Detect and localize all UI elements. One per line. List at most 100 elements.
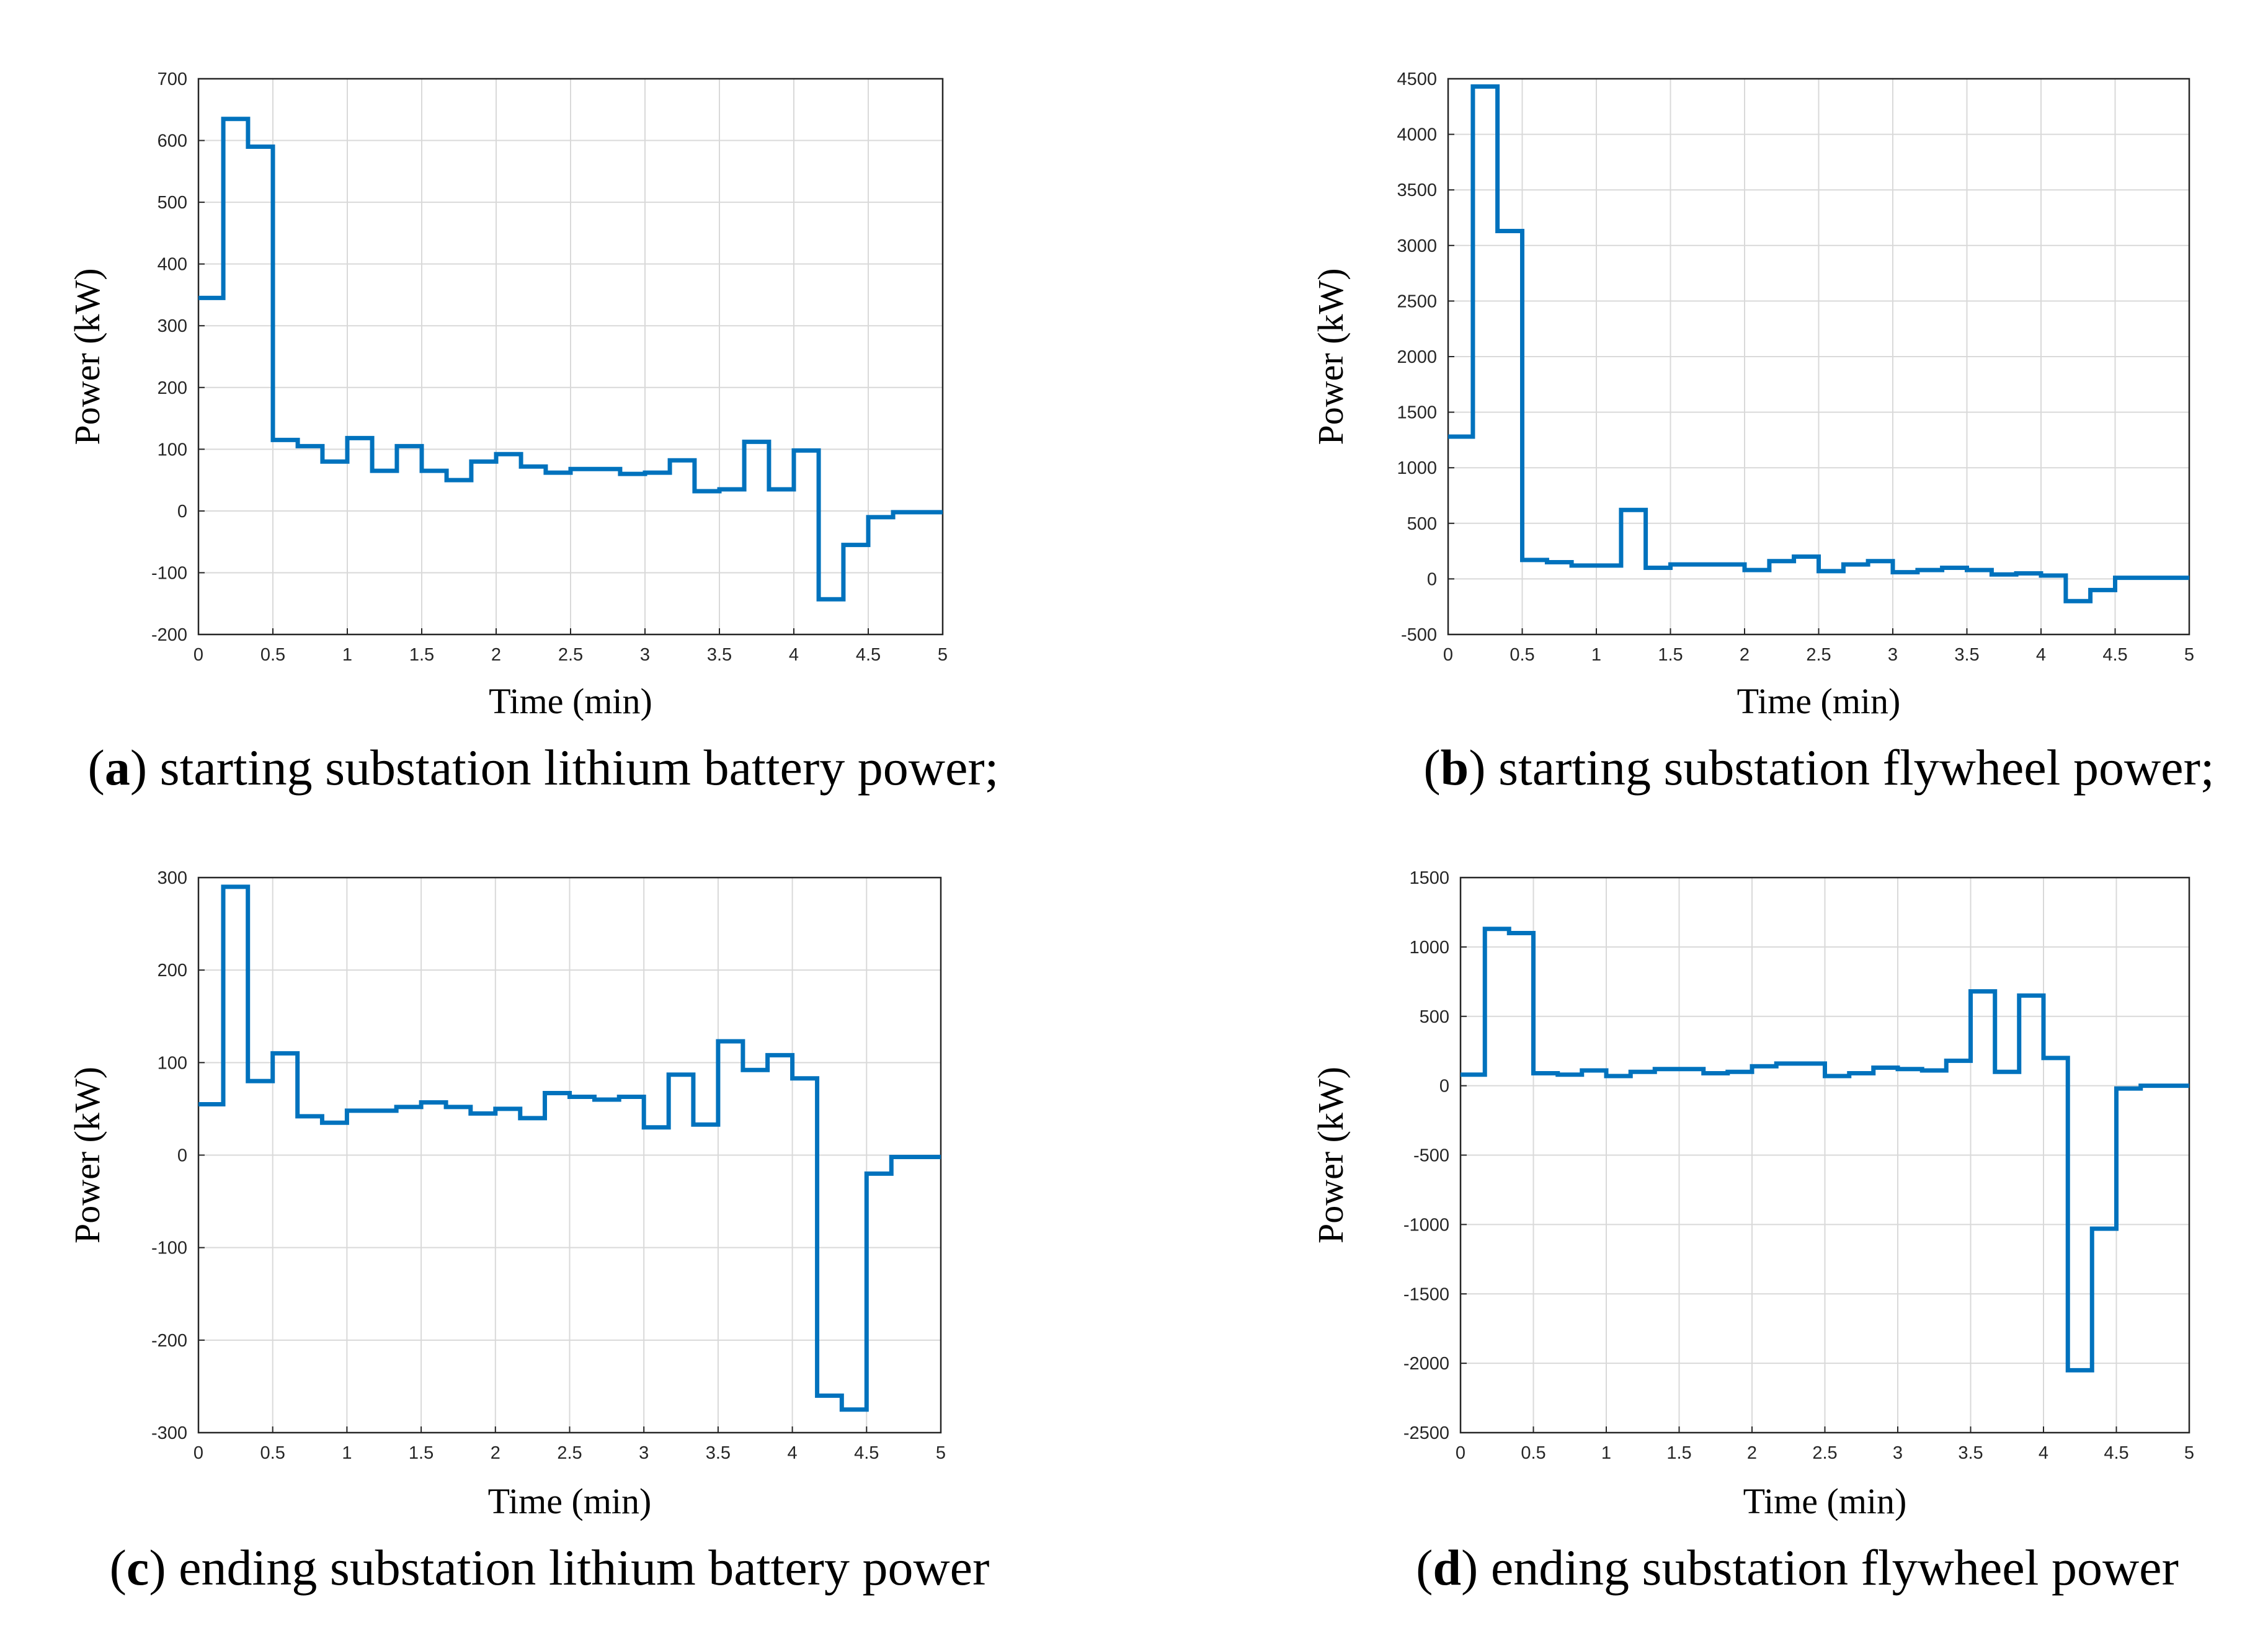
caption-close-paren: ): [1469, 739, 1498, 796]
power-series-line: [198, 884, 941, 1412]
panel-c-lithium-battery-ending: 0 0.5 1 1.5 2 2.5 3 3.5 4 4.5 5 -300 -200 -100 0 100 200…: [67, 868, 989, 1596]
panel-a-lithium-battery-starting: 0 0.5 1 1.5 2 2.5 3 3.5 4 4.5 5 -200 -100 0 100 200 300 4…: [67, 69, 998, 796]
y-tick-label: 3000: [1397, 236, 1437, 256]
power-series-line: [198, 117, 943, 602]
x-tick-label: 0.5: [1521, 1443, 1545, 1463]
grid: [198, 877, 941, 1433]
x-tick-label: 5: [938, 645, 948, 665]
x-tick-label: 0.5: [1510, 645, 1534, 665]
caption-text: starting substation flywheel power;: [1498, 739, 2215, 796]
grid: [198, 78, 943, 635]
panel-caption: (d) ending substation flywheel power: [1416, 1539, 2179, 1596]
x-tick-label: 0: [1456, 1443, 1465, 1463]
caption-letter: c: [127, 1539, 149, 1596]
x-tick-label: 3.5: [1958, 1443, 1983, 1463]
x-tick-label: 1: [1591, 645, 1601, 665]
caption-text: ending substation flywheel power: [1491, 1539, 2179, 1596]
y-tick-label: 500: [1420, 1007, 1449, 1027]
x-axis-title: Time (min): [488, 1481, 652, 1521]
panel-b-flywheel-starting: 0 0.5 1 1.5 2 2.5 3 3.5 4 4.5 5 -500 0 500 1000 1500 200…: [1310, 69, 2215, 796]
x-tick-label: 0: [193, 645, 203, 665]
x-tick-label: 0: [193, 1443, 203, 1463]
panel-caption: (c) ending substation lithium battery po…: [110, 1539, 990, 1596]
y-tick-label: 0: [177, 502, 187, 522]
x-tick-label: 1: [1601, 1443, 1611, 1463]
y-tick-label: 500: [1407, 514, 1437, 534]
x-tick-label: 2: [1740, 645, 1750, 665]
x-tick-label: 4: [789, 645, 799, 665]
y-tick-label: 1000: [1409, 938, 1449, 958]
y-tick-label: 100: [158, 440, 187, 460]
x-tick-label: 5: [2184, 1443, 2194, 1463]
x-tick-label: 3.5: [707, 645, 732, 665]
y-tick-label: 4500: [1397, 69, 1437, 89]
y-axis-title: Power (kW): [67, 268, 107, 445]
y-tick-label: 200: [158, 961, 187, 981]
y-axis-title: Power (kW): [1310, 1067, 1351, 1243]
y-tick-label: 700: [158, 69, 187, 89]
x-tick-label: 4.5: [854, 1443, 879, 1463]
power-series-line: [1461, 927, 2189, 1372]
y-axis-title: Power (kW): [1310, 268, 1351, 445]
y-tick-label: 0: [177, 1146, 187, 1166]
x-tick-label: 2.5: [557, 1443, 582, 1463]
x-tick-label: 2.5: [1812, 1443, 1837, 1463]
x-tick-label: 1.5: [1658, 645, 1683, 665]
y-tick-label: 0: [1427, 569, 1437, 589]
x-tick-label: 5: [936, 1443, 946, 1463]
grid: [1448, 78, 2190, 635]
x-tick-label: 1: [342, 1443, 352, 1463]
panel-caption: (a) starting substation lithium battery …: [88, 739, 999, 796]
caption-text: ending substation lithium battery power: [179, 1539, 989, 1596]
x-tick-label: 4: [2039, 1443, 2048, 1463]
caption-open-paren: (: [110, 1539, 127, 1596]
y-tick-label: -1000: [1403, 1215, 1449, 1235]
y-tick-label: 300: [158, 868, 187, 888]
y-tick-label: -2500: [1403, 1423, 1449, 1443]
caption-open-paren: (: [1423, 739, 1440, 796]
x-tick-label: 1: [342, 645, 352, 665]
caption-close-paren: ): [130, 739, 160, 796]
caption-close-paren: ): [1461, 1539, 1491, 1596]
y-tick-label: 0: [1439, 1077, 1449, 1097]
x-tick-label: 3.5: [706, 1443, 731, 1463]
x-axis-title: Time (min): [489, 681, 652, 721]
x-axis-title: Time (min): [1737, 681, 1901, 721]
x-axis-title: Time (min): [1743, 1481, 1907, 1521]
x-tick-label: 1.5: [1666, 1443, 1691, 1463]
x-tick-label: 2: [491, 1443, 500, 1463]
x-tick-label: 4.5: [2102, 645, 2127, 665]
caption-open-paren: (: [88, 739, 105, 796]
y-tick-label: 100: [158, 1053, 187, 1073]
power-series-line: [1448, 84, 2189, 603]
y-tick-label: -200: [151, 625, 187, 645]
x-tick-label: 1.5: [409, 645, 434, 665]
caption-letter: a: [105, 739, 130, 796]
y-tick-label: 4000: [1397, 125, 1437, 145]
y-axis-title: Power (kW): [67, 1067, 107, 1243]
x-tick-label: 0: [1443, 645, 1453, 665]
panel-caption: (b) starting substation flywheel power;: [1423, 739, 2214, 796]
y-tick-label: 2000: [1397, 347, 1437, 367]
y-tick-label: -500: [1401, 625, 1437, 645]
y-tick-label: 1000: [1397, 458, 1437, 478]
x-tick-label: 2.5: [1806, 645, 1831, 665]
y-tick-label: 400: [158, 255, 187, 275]
caption-text: starting substation lithium battery powe…: [160, 739, 999, 796]
x-tick-label: 3: [1893, 1443, 1903, 1463]
x-tick-label: 4.5: [2104, 1443, 2128, 1463]
x-tick-label: 4.5: [856, 645, 881, 665]
caption-open-paren: (: [1416, 1539, 1433, 1596]
y-tick-label: -100: [151, 1239, 187, 1258]
y-tick-label: -300: [151, 1423, 187, 1443]
x-tick-label: 1.5: [409, 1443, 434, 1463]
y-tick-label: 3500: [1397, 180, 1437, 200]
y-tick-label: 1500: [1397, 403, 1437, 423]
y-tick-label: 500: [158, 193, 187, 213]
caption-letter: d: [1433, 1539, 1461, 1596]
x-tick-label: 4: [2036, 645, 2046, 665]
panel-d-flywheel-ending: 0 0.5 1 1.5 2 2.5 3 3.5 4 4.5 5 -2500 -2000 -1500 -100…: [1310, 868, 2194, 1596]
x-tick-label: 0.5: [260, 645, 285, 665]
x-tick-label: 3: [1888, 645, 1898, 665]
